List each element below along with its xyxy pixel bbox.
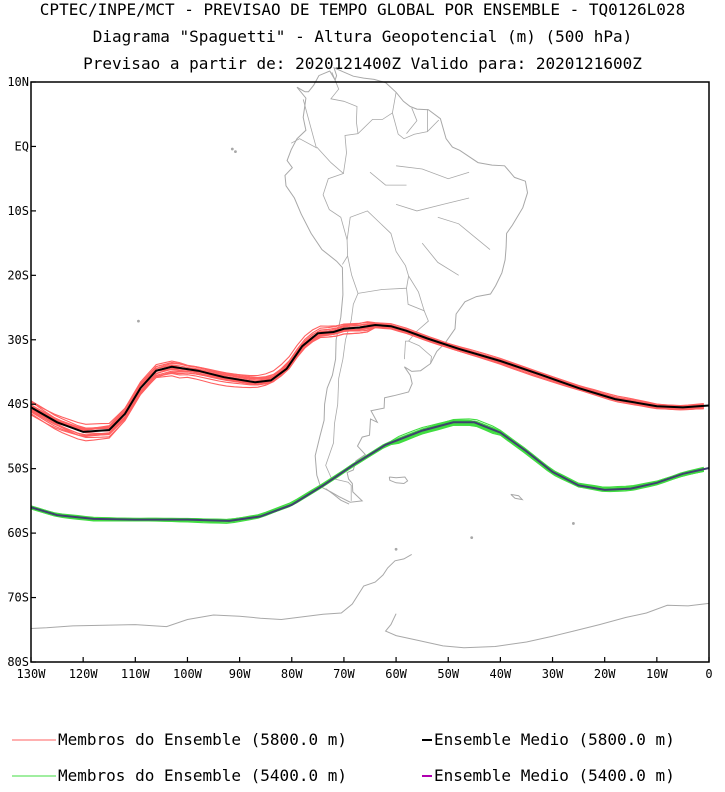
lon-tick-label: 90W [229,667,251,681]
island-dot [572,522,575,525]
tierra-del-fuego-west [325,488,350,505]
chart-title: CPTEC/INPE/MCT - PREVISAO DE TEMPO GLOBA… [39,0,686,19]
latitude-ticks: 10N EQ 10S 20S 30S 40S 50S 60S 70S 80S [7,75,36,669]
border-line [396,165,470,180]
border-line [357,92,397,134]
ensemble-member-line [30,423,704,523]
ensemble-member-line [30,422,704,522]
weddell-coast [384,602,710,649]
lat-tick-label: 10S [7,204,29,218]
lon-tick-label: 100W [173,667,203,681]
ensemble-member-line [30,421,704,522]
border-line [369,171,407,186]
legend: Membros do Ensemble (5800.0 m) Ensemble M… [12,730,675,785]
lat-tick-label: 50S [7,462,29,476]
border-line [330,72,359,174]
ensemble-members-5400 [30,418,704,524]
lon-tick-label: 30W [542,667,564,681]
antarctic-peninsula [30,553,412,629]
ensemble-member-line [30,422,704,522]
lat-tick-label: EQ [15,139,29,153]
ensemble-member-line [30,421,704,521]
lat-tick-label: 40S [7,397,29,411]
ensemble-member-line [30,324,704,435]
ensemble-members-5800 [30,321,704,442]
border-line [437,216,491,250]
ensemble-member-line [30,323,704,430]
ensemble-member-line [30,424,704,523]
legend-label: Membros do Ensemble (5800.0 m) [58,730,347,749]
island-dot [394,547,398,551]
chart-subtitle: Diagrama "Spaguetti" - Altura Geopotenci… [92,27,633,46]
ensemble-member-line [30,324,704,431]
south-america-coast [284,66,529,503]
border-line [346,210,410,294]
forecast-validity: Previsao a partir de: 2020121400Z Valido… [83,54,642,73]
plot-frame [30,81,710,663]
ensemble-mean-5800 [30,323,710,433]
lat-tick-label: 30S [7,333,29,347]
border-line [325,255,359,501]
longitude-ticks: 130W 120W 110W 100W 90W 80W 70W 60W 50W 40W 30W 20W… [17,657,713,681]
lon-tick-label: 10W [646,667,668,681]
ensemble-member-line [30,422,704,522]
lon-tick-label: 50W [437,667,459,681]
lon-tick-label: 20W [594,667,616,681]
ensemble-member-line [30,324,704,431]
ensemble-member-line [30,324,704,432]
ensemble-member-line [30,418,704,521]
border-line [421,242,459,276]
ensemble-member-line [30,325,704,437]
ensemble-member-line [30,420,704,522]
lon-tick-label: 60W [385,667,407,681]
border-line [406,275,425,312]
border-line [404,340,409,360]
ensemble-member-line [30,321,704,429]
lon-tick-label: 120W [69,667,99,681]
lon-tick-label: 80W [281,667,303,681]
lon-tick-label: 130W [17,667,47,681]
ensemble-member-line [30,324,704,433]
lon-tick-label: 110W [121,667,151,681]
ensemble-member-line [30,424,704,524]
ensemble-member-line [30,323,704,431]
ensemble-member-line [30,323,704,430]
lat-tick-label: 80S [7,655,29,669]
ensemble-mean-5400 [30,421,710,522]
border-line [316,146,349,265]
border-line [406,107,418,134]
legend-label: Ensemble Medio (5800.0 m) [434,730,675,749]
island-dot [230,147,234,151]
lon-tick-label: 40W [490,667,512,681]
lat-tick-label: 60S [7,526,29,540]
island-dot [234,150,237,154]
lat-tick-label: 10N [7,75,29,89]
legend-label: Ensemble Medio (5400.0 m) [434,766,675,785]
ensemble-member-line [30,326,704,437]
south-georgia [510,493,524,501]
island-dot [137,319,140,323]
ensemble-means [30,323,710,522]
legend-label: Membros do Ensemble (5400.0 m) [58,766,347,785]
border-line [291,99,317,149]
lon-tick-label: 70W [333,667,355,681]
ensemble-member-line [30,325,704,439]
falkland-islands [388,476,409,485]
ensemble-member-line [30,424,704,522]
country-borders [291,72,491,501]
ensemble-member-line [30,419,704,520]
lat-tick-label: 70S [7,591,29,605]
lat-tick-label: 20S [7,268,29,282]
border-line [392,112,440,140]
ensemble-member-line [30,325,704,436]
coastlines [30,66,710,649]
border-line [395,197,470,212]
lon-tick-label: 0 [705,667,712,681]
ensemble-member-line [30,327,704,442]
ensemble-member-line [30,422,704,522]
island-dot [470,536,474,540]
ensemble-member-line [30,326,704,437]
